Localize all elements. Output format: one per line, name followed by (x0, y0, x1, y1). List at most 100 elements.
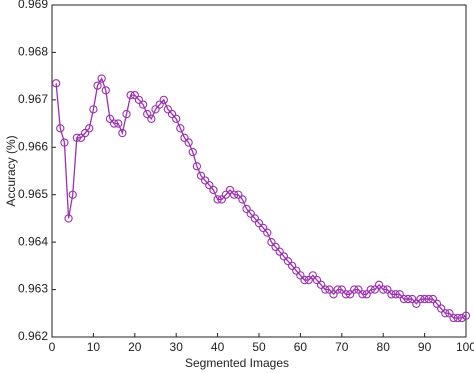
point-marker (395, 290, 404, 299)
point-marker (453, 313, 462, 323)
point-marker (374, 280, 384, 289)
point-marker (362, 290, 371, 299)
point-marker (188, 147, 197, 157)
point-marker (329, 290, 338, 299)
y-tick-label: 0.966 (18, 139, 48, 153)
point-marker (234, 190, 243, 199)
y-tick-label: 0.963 (18, 282, 48, 296)
point-marker (379, 285, 388, 294)
point-marker (354, 285, 363, 294)
point-marker (441, 309, 450, 318)
point-marker (370, 285, 380, 294)
point-marker (387, 290, 396, 299)
x-tick-label: 0 (49, 340, 56, 354)
point-marker (89, 105, 98, 114)
x-tick-label: 20 (128, 340, 142, 354)
point-marker (217, 195, 226, 204)
point-marker (345, 290, 355, 299)
point-marker (122, 109, 131, 119)
point-marker (60, 138, 69, 147)
point-marker (333, 285, 342, 294)
x-tick-label: 80 (377, 340, 391, 354)
point-marker (337, 285, 346, 294)
point-marker (126, 90, 135, 100)
point-marker (167, 109, 177, 119)
point-marker (424, 294, 433, 304)
point-marker (408, 294, 417, 304)
point-marker (420, 294, 429, 304)
point-marker (279, 252, 288, 261)
point-marker (321, 285, 330, 294)
point-marker (391, 290, 400, 299)
point-marker (275, 247, 284, 256)
point-marker (296, 271, 305, 280)
plot-frame (51, 4, 467, 338)
point-marker (445, 309, 454, 318)
point-marker (238, 195, 247, 204)
x-tick-label: 50 (252, 340, 266, 354)
point-marker (283, 256, 293, 266)
point-marker (428, 294, 438, 304)
point-marker (130, 90, 139, 100)
point-marker (101, 86, 110, 95)
point-marker (151, 105, 160, 114)
point-marker (449, 313, 458, 323)
point-marker (51, 79, 61, 88)
point-marker (172, 114, 181, 123)
y-axis-label: Accuracy (%) (4, 135, 18, 206)
x-axis-label: Segmented Images (185, 356, 289, 370)
point-marker (358, 290, 367, 299)
point-marker (292, 266, 301, 275)
point-marker (308, 271, 317, 280)
point-marker (205, 181, 214, 190)
point-marker (250, 214, 260, 223)
x-tick-label: 60 (294, 340, 308, 354)
point-marker (383, 285, 392, 294)
x-tick-label: 70 (335, 340, 349, 354)
point-marker (192, 162, 202, 171)
point-marker (147, 114, 156, 123)
point-marker (221, 190, 231, 199)
y-tick-label: 0.967 (18, 92, 48, 106)
point-marker (312, 275, 322, 285)
point-marker (209, 185, 218, 195)
point-marker (304, 275, 313, 285)
point-marker (366, 285, 375, 294)
point-marker (254, 219, 264, 228)
point-marker (163, 105, 173, 114)
x-tick-label: 40 (211, 340, 225, 354)
y-tick-label: 0.965 (18, 187, 48, 201)
point-marker (68, 190, 77, 199)
x-tick-label: 10 (87, 340, 101, 354)
point-marker (184, 138, 193, 147)
point-marker (105, 114, 115, 123)
point-marker (267, 237, 276, 247)
point-marker (138, 100, 148, 109)
point-marker (412, 299, 421, 308)
point-marker (109, 119, 119, 128)
y-tick-label: 0.962 (18, 329, 48, 343)
point-marker (118, 128, 127, 138)
point-marker (176, 124, 185, 133)
point-marker (196, 171, 206, 180)
point-marker (56, 124, 65, 133)
point-marker (403, 294, 413, 304)
point-marker (271, 242, 280, 252)
point-marker (93, 81, 102, 90)
point-marker (246, 209, 255, 218)
point-marker (242, 204, 251, 214)
x-tick-label: 100 (456, 340, 474, 354)
y-tick-label: 0.969 (18, 0, 48, 11)
point-marker (316, 280, 326, 289)
point-marker (80, 128, 90, 138)
point-marker (64, 214, 73, 223)
y-tick-label: 0.964 (18, 234, 48, 248)
point-marker (461, 311, 471, 320)
point-marker (159, 95, 168, 105)
point-marker (97, 74, 106, 83)
point-marker (72, 133, 81, 142)
point-marker (143, 109, 152, 119)
point-marker (287, 261, 297, 271)
point-marker (325, 285, 334, 294)
